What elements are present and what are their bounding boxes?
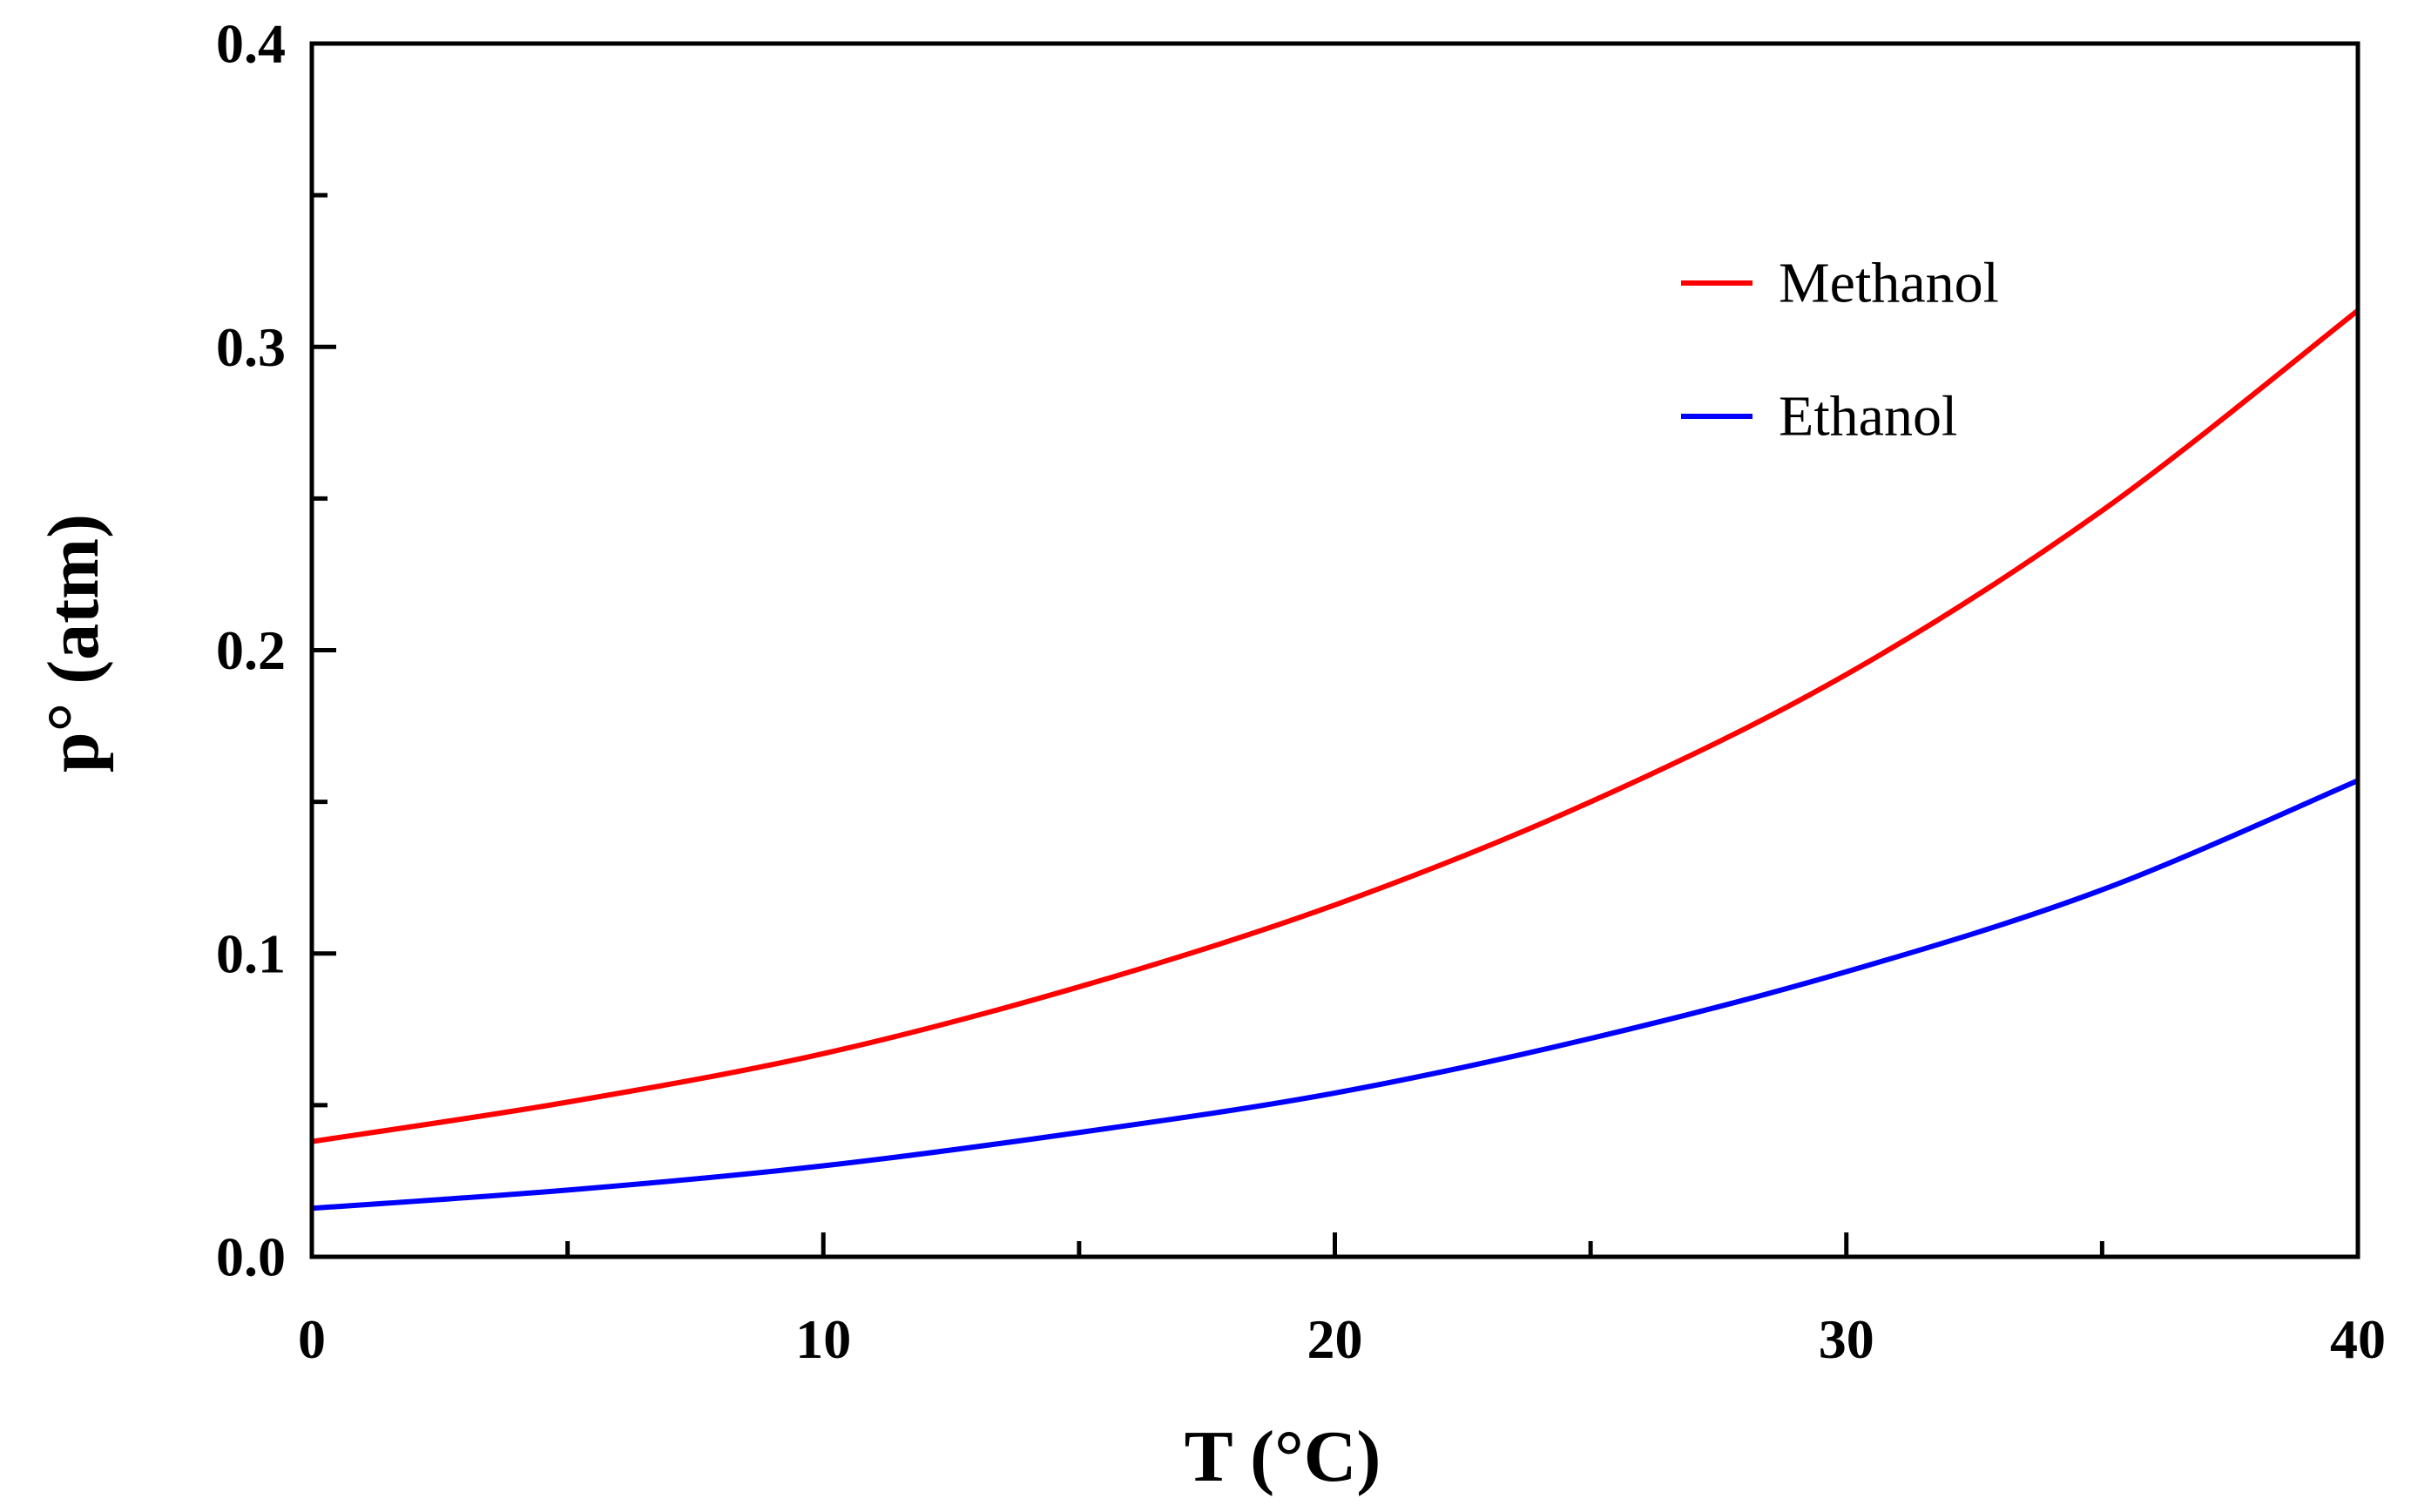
x-tick-label: 30: [1819, 1308, 1874, 1370]
y-tick-label: 0.4: [216, 13, 286, 75]
x-tick-label: 10: [795, 1308, 851, 1370]
y-axis-title: p° (atm): [33, 514, 114, 773]
plot-frame: [309, 41, 2360, 1259]
series-line-methanol: [311, 308, 2360, 1144]
y-tick-label: 0.0: [216, 1226, 286, 1288]
y-tick-label: 0.2: [216, 619, 286, 681]
series-line-ethanol: [311, 778, 2360, 1212]
x-tick-label: 0: [298, 1308, 326, 1370]
plot-layer: [311, 308, 2360, 1212]
x-tick-label: 20: [1307, 1308, 1363, 1370]
legend-label-ethanol: Ethanol: [1779, 385, 1957, 449]
y-tick-label: 0.3: [216, 316, 286, 378]
x-tick-label: 40: [2330, 1308, 2386, 1370]
axes-layer: 0 10 20 30 40 0.0 0.1 0.2 0.3 0.4 T (°C) p° (atm): [33, 13, 2386, 1498]
legend-label-methanol: Methanol: [1779, 252, 1999, 315]
x-axis-title: T (°C): [1185, 1416, 1381, 1497]
y-tick-label: 0.1: [216, 922, 286, 984]
legend: Methanol Ethanol: [1681, 252, 1999, 449]
